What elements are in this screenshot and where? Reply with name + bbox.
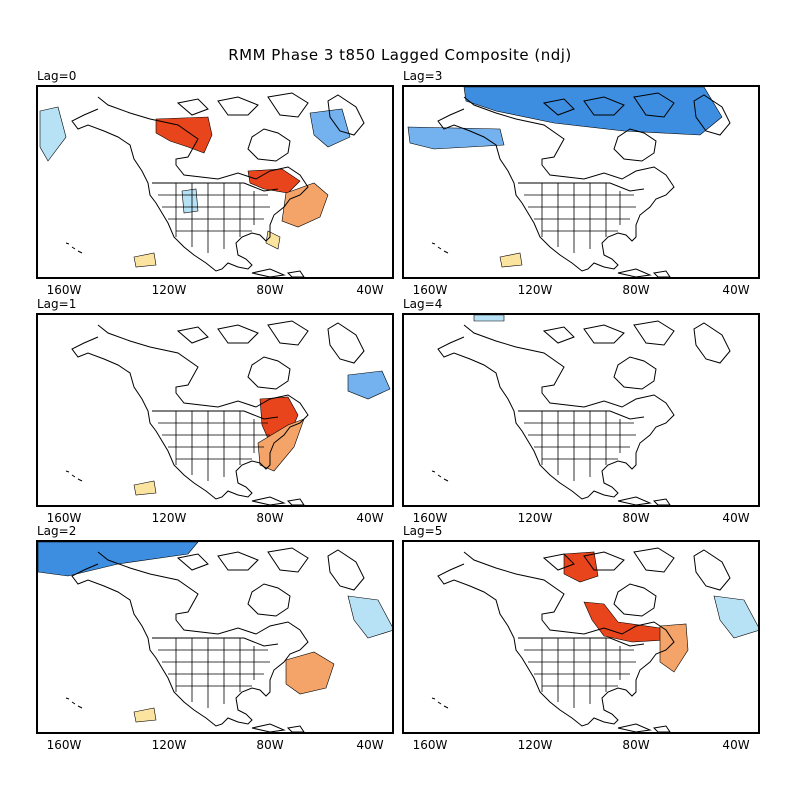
map-canvas xyxy=(431,315,731,505)
anomaly-cold-strong xyxy=(463,87,723,136)
anomaly-cold-weak xyxy=(39,106,67,162)
x-tick-label: 40W xyxy=(722,511,750,525)
lag-label: Lag=4 xyxy=(403,297,443,311)
map-panel xyxy=(402,540,760,734)
x-tick-label: 160W xyxy=(46,511,82,525)
x-tick-label: 80W xyxy=(256,283,284,297)
coastline xyxy=(65,547,365,732)
map-panel xyxy=(36,313,394,507)
x-tick-label: 120W xyxy=(151,738,187,752)
anomaly-cold-weak xyxy=(713,595,758,639)
anomaly-cold-moderate xyxy=(407,126,505,150)
map-panel xyxy=(402,313,760,507)
x-tick-label: 160W xyxy=(412,511,448,525)
lag-label: Lag=1 xyxy=(37,297,77,311)
map-panel xyxy=(36,540,394,734)
anomaly-warm-moderate xyxy=(281,182,329,228)
x-tick-label: 120W xyxy=(517,738,553,752)
anomaly-warm-weak xyxy=(133,252,157,268)
x-tick-label: 160W xyxy=(412,738,448,752)
anomaly-cold-moderate xyxy=(347,370,391,400)
x-tick-label: 40W xyxy=(356,283,384,297)
anomaly-warm-weak xyxy=(499,252,523,268)
x-tick-label: 80W xyxy=(622,511,650,525)
x-tick-label: 80W xyxy=(256,738,284,752)
anomaly-warm-strong xyxy=(563,551,599,583)
map-canvas xyxy=(38,542,392,732)
x-tick-label: 120W xyxy=(517,511,553,525)
coastline xyxy=(431,320,731,505)
x-tick-label: 40W xyxy=(356,738,384,752)
map-panel xyxy=(36,85,394,279)
lag-label: Lag=5 xyxy=(403,524,443,538)
x-tick-label: 40W xyxy=(356,511,384,525)
x-tick-label: 80W xyxy=(622,283,650,297)
lag-label: Lag=3 xyxy=(403,69,443,83)
x-tick-label: 160W xyxy=(46,738,82,752)
map-canvas xyxy=(407,87,731,277)
anomaly-warm-weak xyxy=(133,707,157,723)
anomaly-cold-weak xyxy=(181,188,199,214)
anomaly-warm-strong xyxy=(155,116,213,154)
lag-label: Lag=0 xyxy=(37,69,77,83)
anomaly-cold-strong xyxy=(38,542,199,577)
map-canvas xyxy=(65,320,391,505)
x-tick-label: 80W xyxy=(622,738,650,752)
anomaly-warm-moderate xyxy=(285,651,335,695)
figure-title: RMM Phase 3 t850 Lagged Composite (ndj) xyxy=(228,46,572,64)
x-tick-label: 160W xyxy=(46,283,82,297)
anomaly-warm-weak xyxy=(265,230,281,250)
anomaly-cold-weak xyxy=(473,315,505,322)
map-canvas xyxy=(431,547,758,732)
x-tick-label: 120W xyxy=(517,283,553,297)
map-canvas xyxy=(39,92,365,277)
anomaly-cold-moderate xyxy=(309,108,351,148)
coastline xyxy=(65,320,365,505)
x-tick-label: 80W xyxy=(256,511,284,525)
x-tick-label: 120W xyxy=(151,511,187,525)
anomaly-warm-weak xyxy=(133,480,157,496)
anomaly-cold-weak xyxy=(347,595,392,639)
lag-label: Lag=2 xyxy=(37,524,77,538)
anomaly-warm-moderate xyxy=(659,623,689,673)
x-tick-label: 120W xyxy=(151,283,187,297)
x-tick-label: 160W xyxy=(412,283,448,297)
x-tick-label: 40W xyxy=(722,283,750,297)
x-tick-label: 40W xyxy=(722,738,750,752)
map-panel xyxy=(402,85,760,279)
